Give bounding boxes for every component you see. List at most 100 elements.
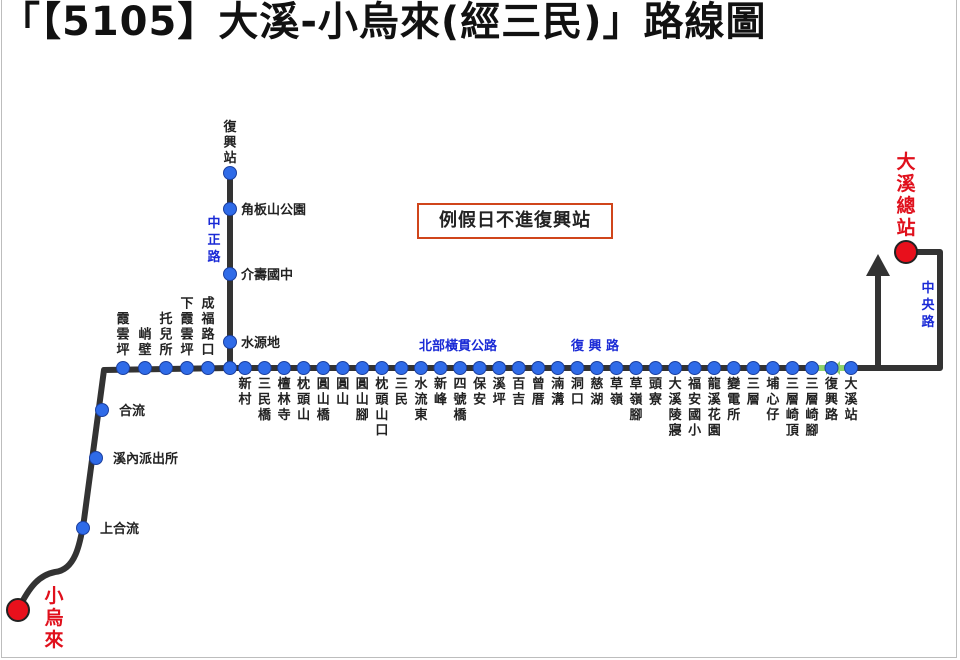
- svg-text:林: 林: [278, 392, 291, 408]
- labels-layer: 新村三民橋檀林寺枕頭山圓山橋圓山圓山腳枕頭山口三民水流東新峰四號橋保安溪坪百吉曾…: [100, 119, 859, 537]
- svg-text:山: 山: [336, 392, 349, 408]
- stop-marker: [492, 361, 507, 375]
- svg-text:復: 復: [824, 376, 839, 392]
- svg-text:復: 復: [222, 119, 237, 135]
- svg-text:山: 山: [297, 407, 310, 423]
- stop-label: 介壽國中: [240, 267, 293, 283]
- stops-layer: [76, 166, 859, 535]
- svg-text:枕: 枕: [375, 376, 388, 392]
- stop-marker: [223, 335, 237, 349]
- svg-text:頭: 頭: [297, 393, 311, 408]
- svg-text:大: 大: [845, 376, 858, 392]
- stop-marker: [453, 361, 468, 375]
- stop-label: 上合流: [100, 521, 139, 537]
- stop-marker: [589, 361, 604, 375]
- svg-text:流: 流: [414, 392, 427, 408]
- svg-text:保: 保: [472, 376, 487, 392]
- svg-text:口: 口: [375, 424, 388, 439]
- svg-text:站: 站: [223, 150, 236, 166]
- terminal-start-marker: [6, 598, 30, 622]
- svg-text:湳: 湳: [551, 376, 564, 392]
- svg-text:烏: 烏: [44, 606, 63, 629]
- svg-text:口: 口: [571, 393, 584, 408]
- stop-marker: [355, 361, 370, 375]
- stop-marker: [159, 361, 173, 375]
- svg-text:寮: 寮: [648, 392, 663, 408]
- svg-text:路: 路: [207, 249, 221, 265]
- stop-label: 湳溝: [551, 376, 564, 408]
- stop-label: 保安: [472, 376, 487, 408]
- svg-text:層: 層: [786, 393, 799, 408]
- svg-text:圓: 圓: [336, 377, 349, 392]
- svg-text:成: 成: [201, 296, 214, 312]
- stop-marker: [238, 361, 252, 375]
- svg-text:龍: 龍: [708, 376, 721, 392]
- svg-text:峭: 峭: [138, 327, 151, 343]
- stop-label: 圓山: [336, 377, 349, 408]
- stop-marker: [746, 361, 761, 375]
- svg-text:大: 大: [669, 376, 682, 392]
- stop-label: 大溪站: [845, 376, 859, 423]
- page-title: 「【5105】大溪-小烏來(經三民)」路線圖: [0, 0, 767, 45]
- svg-text:溪: 溪: [493, 376, 507, 392]
- stop-marker: [223, 267, 237, 281]
- svg-text:霞: 霞: [116, 312, 130, 327]
- terminal-start-label: 小烏來: [44, 585, 63, 651]
- stop-label: 埔心仔: [766, 376, 779, 423]
- stop-marker: [726, 361, 741, 375]
- svg-text:橋: 橋: [454, 407, 468, 423]
- stop-label: 枕頭山: [297, 376, 311, 423]
- road-label-zhongzheng: 中正路: [207, 215, 221, 265]
- svg-text:三: 三: [395, 377, 408, 392]
- road-label-fuxing: 復 興 路: [570, 338, 620, 354]
- svg-text:洞: 洞: [571, 377, 584, 392]
- svg-text:福: 福: [200, 311, 214, 327]
- road-labels: 中正路北部橫貫公路復 興 路中央路: [207, 215, 935, 354]
- stop-label: 圓山橋: [317, 377, 331, 423]
- svg-text:山: 山: [356, 392, 369, 408]
- svg-text:三: 三: [786, 377, 799, 392]
- stop-marker: [531, 361, 546, 375]
- stop-marker: [804, 361, 819, 375]
- svg-text:溪: 溪: [708, 392, 722, 408]
- stop-marker: [316, 361, 331, 375]
- svg-text:興: 興: [825, 392, 838, 408]
- svg-text:厝: 厝: [532, 393, 545, 408]
- stop-label: 溪內派出所: [113, 451, 178, 467]
- svg-text:崎: 崎: [805, 407, 818, 423]
- stop-label: 四號橋: [454, 377, 468, 423]
- svg-text:國: 國: [688, 408, 701, 423]
- svg-text:圓: 圓: [317, 377, 330, 392]
- stop-marker: [629, 361, 643, 375]
- svg-text:溪: 溪: [896, 173, 916, 195]
- svg-text:山: 山: [375, 407, 388, 423]
- stop-marker: [472, 361, 487, 375]
- svg-text:號: 號: [454, 392, 467, 408]
- svg-text:崎: 崎: [786, 407, 799, 423]
- svg-text:所: 所: [159, 342, 172, 358]
- svg-text:花: 花: [708, 407, 721, 423]
- stop-label: 溪坪: [493, 376, 507, 408]
- svg-text:興: 興: [223, 135, 236, 151]
- stop-label: 復興站: [222, 119, 237, 166]
- svg-text:路: 路: [825, 407, 839, 423]
- stop-marker: [668, 361, 683, 375]
- svg-text:檀: 檀: [278, 376, 291, 392]
- svg-text:中: 中: [921, 280, 934, 296]
- svg-text:東: 東: [414, 407, 427, 423]
- stop-label: 新村: [238, 376, 251, 408]
- stop-label: 百吉: [512, 377, 525, 408]
- stop-marker: [550, 361, 565, 375]
- svg-text:總: 總: [896, 194, 915, 217]
- stop-marker: [687, 361, 702, 375]
- svg-text:站: 站: [845, 407, 858, 423]
- svg-text:安: 安: [688, 392, 701, 408]
- stop-marker: [223, 166, 237, 180]
- svg-text:嶺: 嶺: [609, 392, 623, 408]
- stop-label: 檀林寺: [278, 376, 291, 423]
